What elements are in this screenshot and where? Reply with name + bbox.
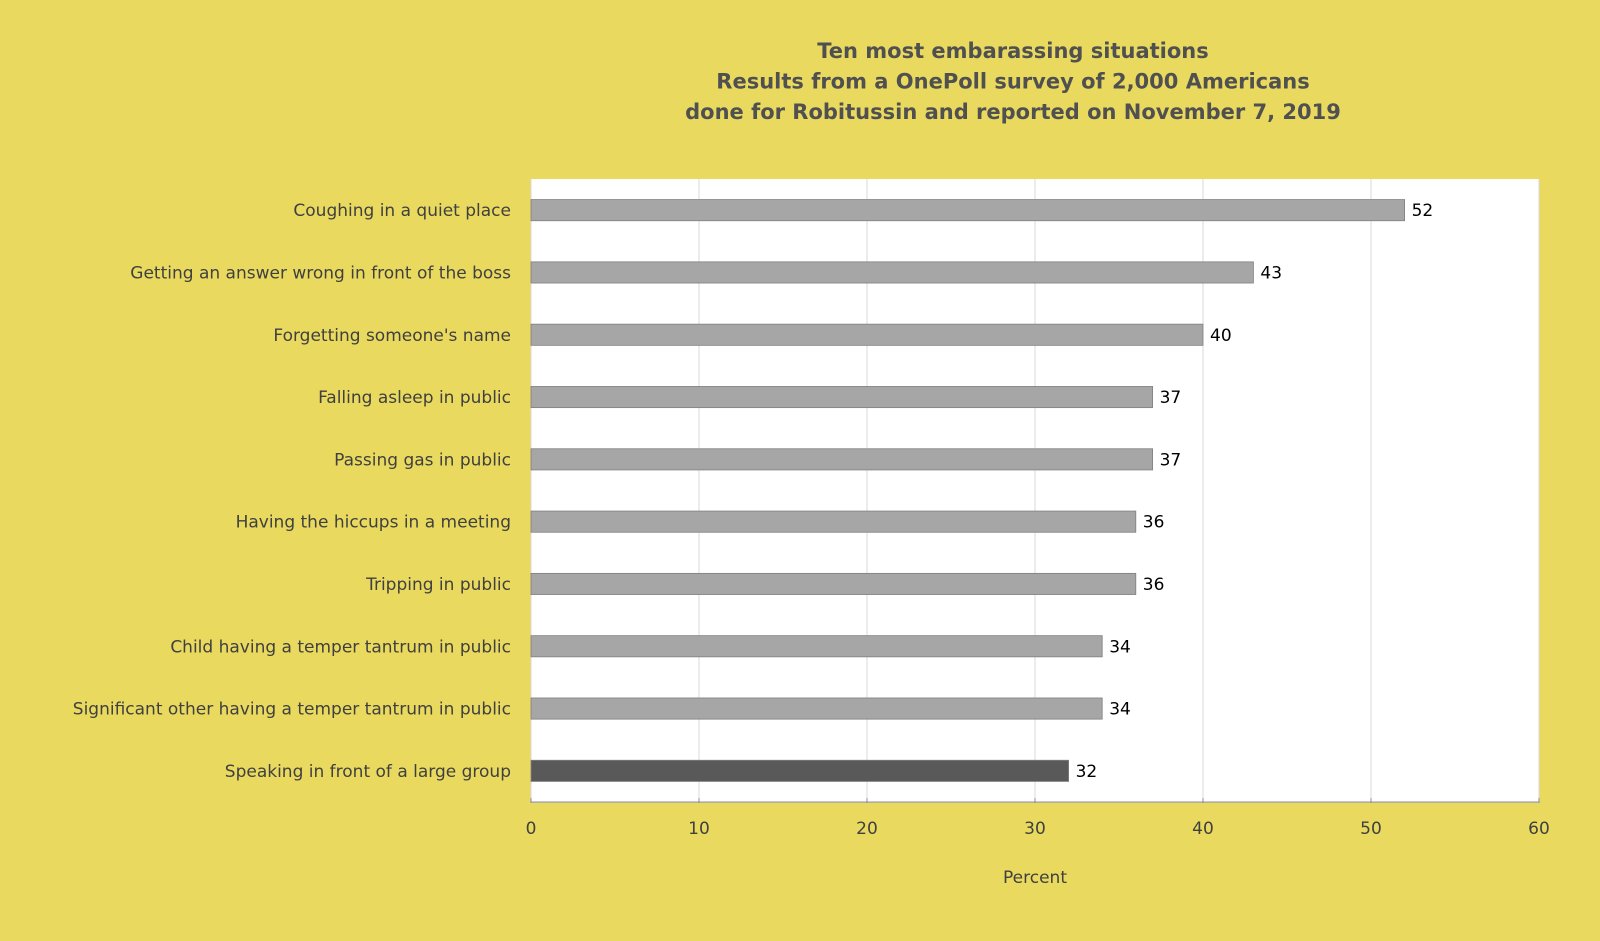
- y-tick-label: Significant other having a temper tantru…: [73, 700, 511, 720]
- bar: [530, 510, 1137, 533]
- y-tick-label: Getting an answer wrong in front of the …: [130, 263, 511, 283]
- bar: [530, 448, 1153, 471]
- data-label: 37: [1160, 388, 1182, 408]
- bar: [530, 759, 1069, 782]
- y-tick-label: Speaking in front of a large group: [225, 762, 511, 782]
- chart-title: Results from a OnePoll survey of 2,000 A…: [716, 70, 1309, 94]
- x-tick-label: 20: [856, 819, 878, 839]
- bar: [530, 572, 1137, 595]
- bar: [530, 635, 1103, 658]
- y-tick-label: Forgetting someone's name: [273, 326, 511, 346]
- data-label: 32: [1076, 762, 1098, 782]
- y-tick-label: Child having a temper tantrum in public: [170, 637, 511, 657]
- y-tick-label: Passing gas in public: [334, 450, 511, 470]
- data-label: 36: [1143, 575, 1165, 595]
- data-label: 34: [1109, 637, 1131, 657]
- data-label: 37: [1160, 450, 1182, 470]
- bar: [530, 386, 1153, 409]
- data-label: 43: [1260, 263, 1282, 283]
- chart-title: done for Robitussin and reported on Nove…: [685, 100, 1341, 124]
- x-tick-label: 10: [688, 819, 710, 839]
- data-label: 52: [1412, 201, 1434, 221]
- x-tick-label: 40: [1192, 819, 1214, 839]
- data-label: 34: [1109, 700, 1131, 720]
- x-tick-label: 50: [1360, 819, 1382, 839]
- bar: [530, 261, 1254, 284]
- x-axis-label: Percent: [1003, 868, 1067, 888]
- chart-title: Ten most embarassing situations: [817, 39, 1209, 63]
- x-tick-label: 0: [526, 819, 537, 839]
- data-label: 36: [1143, 513, 1165, 533]
- y-tick-label: Tripping in public: [365, 575, 511, 595]
- y-tick-label: Coughing in a quiet place: [293, 201, 511, 221]
- x-tick-label: 60: [1528, 819, 1550, 839]
- bar: [530, 199, 1405, 222]
- x-tick-label: 30: [1024, 819, 1046, 839]
- y-tick-label: Falling asleep in public: [318, 388, 511, 408]
- bar: [530, 323, 1204, 346]
- bar: [530, 697, 1103, 720]
- data-label: 40: [1210, 326, 1232, 346]
- y-tick-label: Having the hiccups in a meeting: [236, 513, 511, 533]
